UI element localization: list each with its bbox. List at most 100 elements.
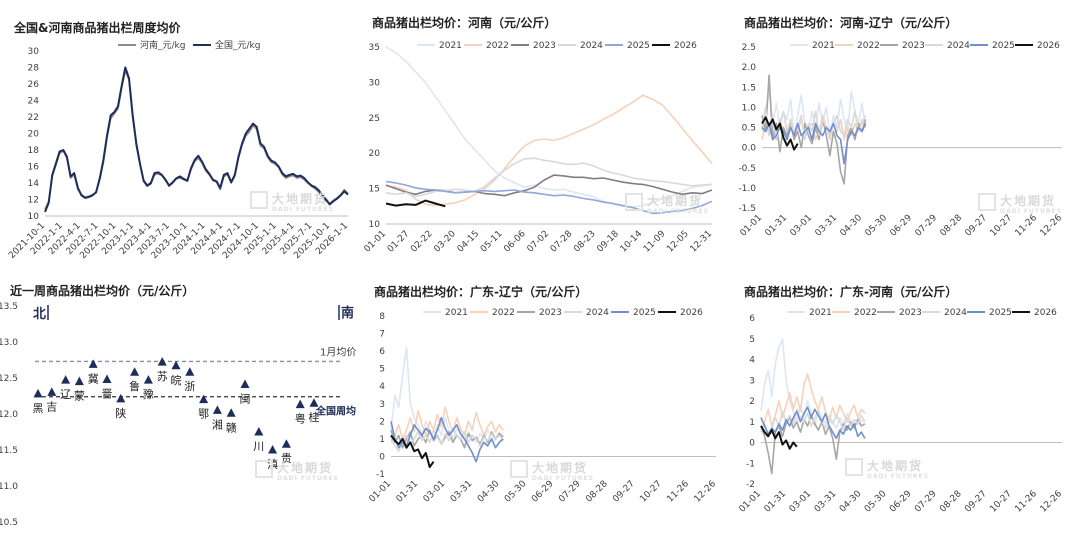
legend-label: 2024 bbox=[944, 308, 967, 318]
x-tick-label: 02-22 bbox=[409, 229, 435, 255]
legend-label: 2022 bbox=[486, 41, 509, 51]
y-tick-label: 1.5 bbox=[742, 83, 756, 93]
series-line-2021 bbox=[385, 46, 713, 208]
watermark-brand: 大地期货 bbox=[1000, 194, 1057, 208]
y-tick-label: 6 bbox=[749, 314, 755, 324]
x-tick-label: 03-20 bbox=[432, 229, 458, 255]
legend-label: 2023 bbox=[533, 41, 556, 51]
x-tick-label: 06-29 bbox=[530, 479, 556, 505]
chart-svg-henan-liaoning: -1.5 -1.0 -0.5 0.0 0.5 1.0 1.5 2.0 2.5 01-01 01-31… bbox=[738, 41, 1064, 239]
province-marker bbox=[268, 445, 278, 454]
province-label: 吉 bbox=[46, 400, 57, 413]
x-tick-label: 04-30 bbox=[839, 213, 865, 239]
north-label: 北 bbox=[33, 307, 46, 322]
y-tick-label: 16 bbox=[28, 163, 40, 173]
chart-title: 商品猪出栏均价：河南-辽宁（元/公斤） bbox=[744, 16, 958, 30]
province-label: 闽 bbox=[240, 392, 251, 405]
legend-label: 2021 bbox=[445, 308, 468, 318]
y-tick-label: 22 bbox=[28, 113, 39, 123]
province-marker bbox=[74, 376, 84, 386]
y-tick-label: 6 bbox=[379, 347, 385, 357]
chart-title: 全国&河南商品猪出栏周度均价 bbox=[14, 21, 181, 35]
series-line-河南_元/kg bbox=[44, 70, 349, 210]
legend-label: 2023 bbox=[899, 308, 922, 318]
legend-label: 2023 bbox=[902, 41, 925, 51]
legend-label: 2026 bbox=[1037, 41, 1060, 51]
y-tick-label: 2 bbox=[379, 417, 385, 427]
y-tick-label: -1.0 bbox=[738, 184, 756, 194]
y-tick-label: 28 bbox=[28, 64, 40, 74]
chart-panel-henan-yearly: 商品猪出栏均价：河南（元/公斤） 10 15 20 25 30 35 01-01 01-27 0… bbox=[360, 0, 720, 267]
y-tick-label: 0 bbox=[749, 439, 755, 449]
x-tick-label: 07-02 bbox=[526, 229, 552, 255]
y-tick-label: 1 bbox=[379, 435, 385, 445]
chart-svg-guangdong-henan: -2 -1 0 1 2 3 4 5 6 01-01 01-31 03-01 03-31 04-30 05-3… bbox=[738, 308, 1065, 515]
chart-svg-henan-yearly: 10152025303501-0101-2702-2203-2004-1505-… bbox=[363, 41, 715, 255]
province-marker bbox=[171, 360, 181, 370]
province-marker bbox=[240, 379, 250, 388]
series-line-2026 bbox=[385, 199, 446, 208]
watermark: 大地期货 DADI FUTURES bbox=[978, 192, 1062, 215]
x-tick-label: 01-01 bbox=[368, 479, 394, 505]
y-tick-label: 26 bbox=[28, 80, 40, 90]
province-marker bbox=[102, 374, 112, 383]
y-tick-label: 2 bbox=[749, 397, 755, 407]
x-tick-label: 01-27 bbox=[386, 229, 412, 255]
y-tick-label: 12.0 bbox=[0, 410, 18, 420]
watermark-sub: DADI FUTURES bbox=[1000, 207, 1062, 215]
x-tick-label: 09-27 bbox=[963, 489, 989, 515]
x-tick-label: 10-27 bbox=[638, 479, 664, 505]
province-label: 浙 bbox=[184, 380, 195, 393]
x-tick-label: 08-28 bbox=[584, 479, 610, 505]
logo-icon bbox=[510, 459, 528, 478]
y-tick-label: 3 bbox=[379, 400, 385, 410]
x-tick-label: 12-31 bbox=[689, 229, 715, 255]
x-tick-label: 01-01 bbox=[738, 489, 764, 515]
x-tick-label: 05-30 bbox=[863, 489, 889, 515]
province-marker bbox=[281, 439, 291, 448]
chart-title: 商品猪出栏均价：广东-河南（元/公斤） bbox=[744, 285, 958, 299]
chart-panel-henan-national: 全国&河南商品猪出栏周度均价 10 12 14 16 18 20 22 24 26 28 30 202… bbox=[0, 0, 360, 267]
legend-label: 2023 bbox=[539, 308, 562, 318]
x-tick-label: 11-26 bbox=[1013, 489, 1039, 515]
x-tick-label: 08-28 bbox=[938, 489, 964, 515]
province-marker bbox=[309, 398, 319, 407]
x-tick-label: 03-31 bbox=[814, 213, 840, 239]
x-tick-label: 01-31 bbox=[764, 213, 790, 239]
y-tick-label: 24 bbox=[28, 97, 40, 107]
watermark: 大地期货 DADI FUTURES bbox=[510, 459, 594, 482]
province-marker bbox=[212, 405, 222, 414]
series-line-2025 bbox=[760, 406, 866, 440]
y-tick-label: -0.5 bbox=[738, 164, 756, 174]
watermark: 大地期货 DADI FUTURES bbox=[625, 192, 709, 215]
logo-icon bbox=[625, 192, 643, 211]
province-label: 赣 bbox=[226, 420, 237, 434]
series-line-2026 bbox=[761, 116, 799, 151]
legend-label: 2022 bbox=[854, 308, 877, 318]
chart-panel-guangdong-liaoning: 商品猪出栏均价：广东-辽宁（元/公斤） -1 0 1 2 3 4 5 6 7 8 01-01 01-3… bbox=[360, 267, 720, 534]
chart-svg-guangdong-liaoning: -1 0 1 2 3 4 5 6 7 8 01-01 01-31 03-01 03-31 04-30 05-3… bbox=[368, 308, 719, 505]
x-tick-label: 11-26 bbox=[665, 479, 691, 505]
x-tick-label: 05-30 bbox=[864, 213, 890, 239]
legend-label: 2025 bbox=[989, 308, 1012, 318]
y-tick-label: 0.0 bbox=[742, 144, 757, 154]
y-tick-label: 4 bbox=[379, 382, 385, 392]
series-line-2025 bbox=[390, 417, 504, 463]
province-label: 川 bbox=[253, 440, 264, 453]
y-tick-label: 0.5 bbox=[742, 124, 756, 134]
legend-label: 2026 bbox=[680, 308, 703, 318]
y-tick-label: 4 bbox=[749, 356, 755, 366]
logo-icon bbox=[250, 190, 268, 209]
legend-label: 2021 bbox=[809, 308, 832, 318]
legend-label: 2024 bbox=[947, 41, 970, 51]
legend-label: 河南_元/kg bbox=[140, 39, 185, 51]
province-marker bbox=[143, 375, 153, 384]
y-tick-label: 3 bbox=[749, 376, 755, 386]
watermark-brand: 大地期货 bbox=[277, 461, 334, 475]
y-tick-label: 30 bbox=[28, 47, 40, 57]
y-tick-label: 20 bbox=[369, 149, 381, 159]
x-tick-label: 06-06 bbox=[502, 229, 528, 255]
province-label: 晋 bbox=[102, 387, 113, 400]
x-tick-label: 01-01 bbox=[739, 213, 765, 239]
legend-label: 2024 bbox=[580, 41, 603, 51]
